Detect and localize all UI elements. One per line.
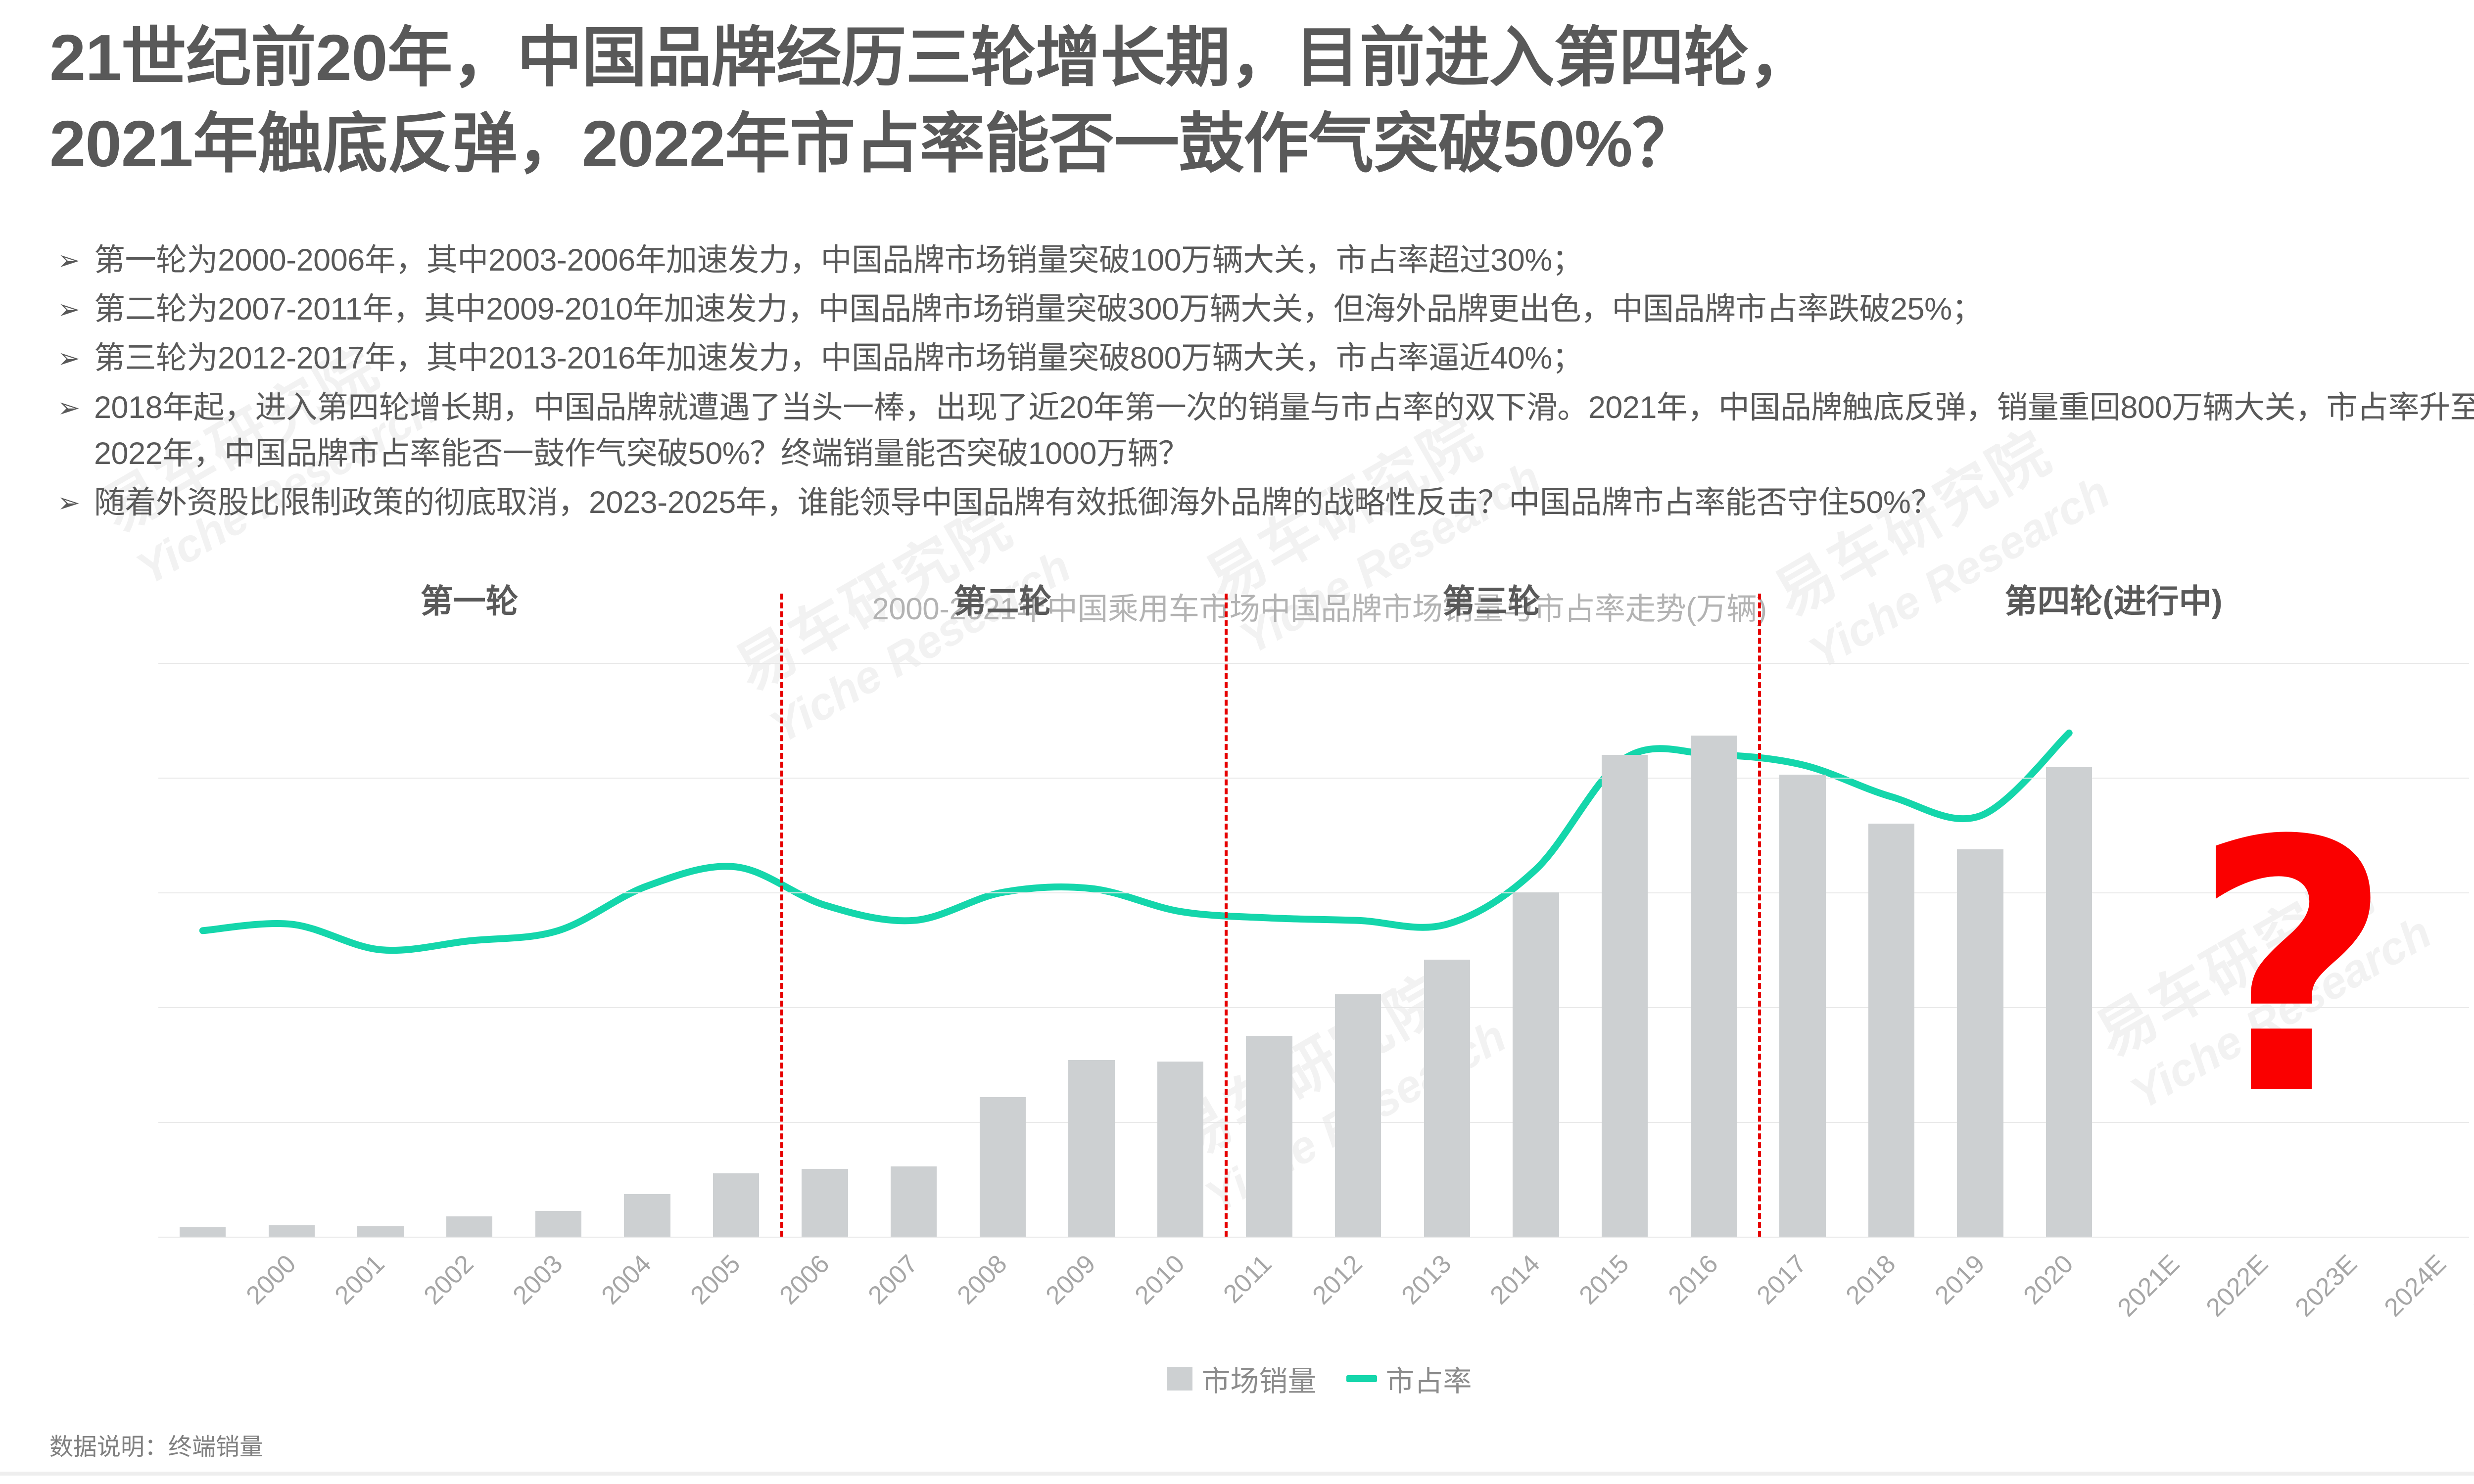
bar — [1068, 1060, 1115, 1237]
question-mark-annotation: ? — [2192, 768, 2393, 1171]
bullet-text: 第三轮为2012-2017年，其中2013-2016年加速发力，中国品牌市场销量… — [94, 341, 1583, 376]
x-axis-tick: 2017 — [1751, 1249, 1812, 1310]
gridline — [158, 1122, 2469, 1123]
x-axis-tick: 2000 — [240, 1249, 302, 1310]
page-title: 21世纪前20年，中国品牌经历三轮增长期，目前进入第四轮， 2021年触底反弹，… — [49, 15, 2474, 187]
x-axis-tick: 2013 — [1396, 1249, 1457, 1310]
bullet-text: 随着外资股比限制政策的彻底取消，2023-2025年，谁能领导中国品牌有效抵御海… — [94, 485, 1942, 520]
x-axis-tick: 2003 — [507, 1249, 569, 1310]
x-axis-tick: 2001 — [330, 1249, 390, 1310]
bar — [1601, 754, 1648, 1237]
x-axis-tick: 2008 — [952, 1249, 1013, 1310]
x-axis-tick: 2014 — [1485, 1249, 1546, 1310]
x-axis-tick: 2018 — [1840, 1249, 1902, 1310]
bar — [1779, 775, 1826, 1237]
x-axis-tick: 2021E — [2112, 1249, 2185, 1323]
gridline — [158, 1237, 2469, 1238]
phase-label: 第二轮 — [953, 583, 1052, 619]
data-source-note: 数据说明：终端销量 — [49, 1434, 264, 1460]
x-axis-tick: 2011 — [1218, 1249, 1278, 1309]
x-axis-tick: 2006 — [774, 1249, 835, 1310]
bullet-text: 第一轮为2000-2006年，其中2003-2006年加速发力，中国品牌市场销量… — [94, 243, 1583, 278]
legend-label: 市场销量 — [1201, 1365, 1317, 1397]
line-path — [199, 729, 2073, 954]
phase-label: 第一轮 — [420, 583, 519, 619]
bar — [979, 1097, 1026, 1237]
x-axis-tick: 2016 — [1663, 1249, 1724, 1310]
chart-title: 2000-2021年中国乘用车市场中国品牌市场销量与市占率走势(万辆) — [872, 592, 1767, 626]
bullet-arrow-icon: ➢ — [57, 343, 80, 374]
market-share-line — [199, 729, 2073, 954]
bar — [1246, 1036, 1292, 1237]
list-item: ➢ 第二轮为2007-2011年，其中2009-2010年加速发力，中国品牌市场… — [54, 286, 2474, 332]
list-item: ➢ 随着外资股比限制政策的彻底取消，2023-2025年，谁能领导中国品牌有效抵… — [54, 480, 2474, 526]
phase-label: 第三轮 — [1442, 583, 1541, 619]
bar — [1424, 959, 1471, 1237]
bar — [180, 1227, 226, 1237]
bar — [1957, 849, 2003, 1237]
legend-bar-swatch-icon — [1167, 1367, 1193, 1391]
x-axis-tick: 2025E — [2467, 1249, 2474, 1323]
x-axis-tick: 2022E — [2201, 1249, 2274, 1323]
gridline — [158, 1007, 2469, 1008]
x-axis-tick: 2023E — [2289, 1249, 2363, 1323]
chart-container: 2000-2021年中国乘用车市场中国品牌市场销量与市占率走势(万辆) 0200… — [0, 564, 2474, 1405]
x-axis-tick: 2002 — [418, 1249, 479, 1310]
x-axis-tick: 2010 — [1129, 1249, 1190, 1310]
bar — [713, 1173, 760, 1237]
plot-area: 020040060080010000%5%10%15%20%25%30%35%4… — [158, 583, 2474, 1322]
phase-divider — [1758, 594, 1761, 1237]
bar — [2046, 767, 2093, 1237]
bullet-list: ➢ 第一轮为2000-2006年，其中2003-2006年加速发力，中国品牌市场… — [54, 237, 2474, 529]
bullet-arrow-icon: ➢ — [57, 294, 80, 325]
phase-label: 第四轮(进行中) — [2004, 583, 2223, 619]
x-axis-tick: 2007 — [862, 1249, 924, 1310]
bar — [1690, 736, 1737, 1237]
gridline — [158, 778, 2469, 779]
bar — [268, 1225, 315, 1237]
x-axis-tick: 2020 — [2018, 1249, 2079, 1310]
chart-legend: 市场销量 市占率 — [0, 1358, 2474, 1399]
bar — [535, 1210, 581, 1237]
list-item: ➢ 第一轮为2000-2006年，其中2003-2006年加速发力，中国品牌市场… — [54, 237, 2474, 283]
gridline — [158, 892, 2469, 893]
x-axis-tick: 2005 — [685, 1249, 746, 1310]
bullet-text: 第二轮为2007-2011年，其中2009-2010年加速发力，中国品牌市场销量… — [94, 292, 1983, 327]
phase-divider — [1225, 594, 1228, 1237]
bar — [1513, 892, 1559, 1237]
legend-label: 市占率 — [1385, 1365, 1472, 1397]
x-axis-tick: 2004 — [596, 1249, 657, 1310]
legend-line-swatch-icon — [1346, 1375, 1377, 1382]
gridline — [158, 663, 2469, 664]
title-line-2: 2021年触底反弹，2022年市占率能否一鼓作气突破50%？ — [49, 107, 1698, 181]
bullet-text: 2018年起，进入第四轮增长期，中国品牌就遭遇了当头一棒，出现了近20年第一次的… — [94, 390, 2474, 471]
bar — [446, 1216, 493, 1237]
legend-item-sales[interactable]: 市场销量 — [1167, 1358, 1317, 1399]
x-axis-tick: 2012 — [1307, 1249, 1368, 1310]
footer-divider — [0, 1472, 2474, 1476]
bullet-arrow-icon: ➢ — [57, 487, 80, 518]
x-axis-tick: 2024E — [2379, 1249, 2452, 1323]
bar — [1157, 1062, 1204, 1237]
bar — [1335, 994, 1381, 1237]
x-axis-tick: 2015 — [1573, 1249, 1635, 1310]
phase-divider — [780, 594, 784, 1237]
x-axis-tick: 2019 — [1929, 1249, 1990, 1310]
bar — [624, 1194, 670, 1237]
bar — [891, 1166, 937, 1237]
bar — [1868, 823, 1915, 1237]
title-line-1: 21世纪前20年，中国品牌经历三轮增长期，目前进入第四轮， — [49, 21, 1814, 94]
list-item: ➢ 2018年起，进入第四轮增长期，中国品牌就遭遇了当头一棒，出现了近20年第一… — [54, 385, 2474, 477]
bullet-arrow-icon: ➢ — [57, 245, 80, 276]
legend-item-share[interactable]: 市占率 — [1346, 1358, 1472, 1399]
bullet-arrow-icon: ➢ — [57, 392, 80, 423]
bar — [802, 1169, 848, 1237]
bar — [357, 1226, 404, 1237]
list-item: ➢ 第三轮为2012-2017年，其中2013-2016年加速发力，中国品牌市场… — [54, 335, 2474, 381]
x-axis-tick: 2009 — [1040, 1249, 1101, 1310]
